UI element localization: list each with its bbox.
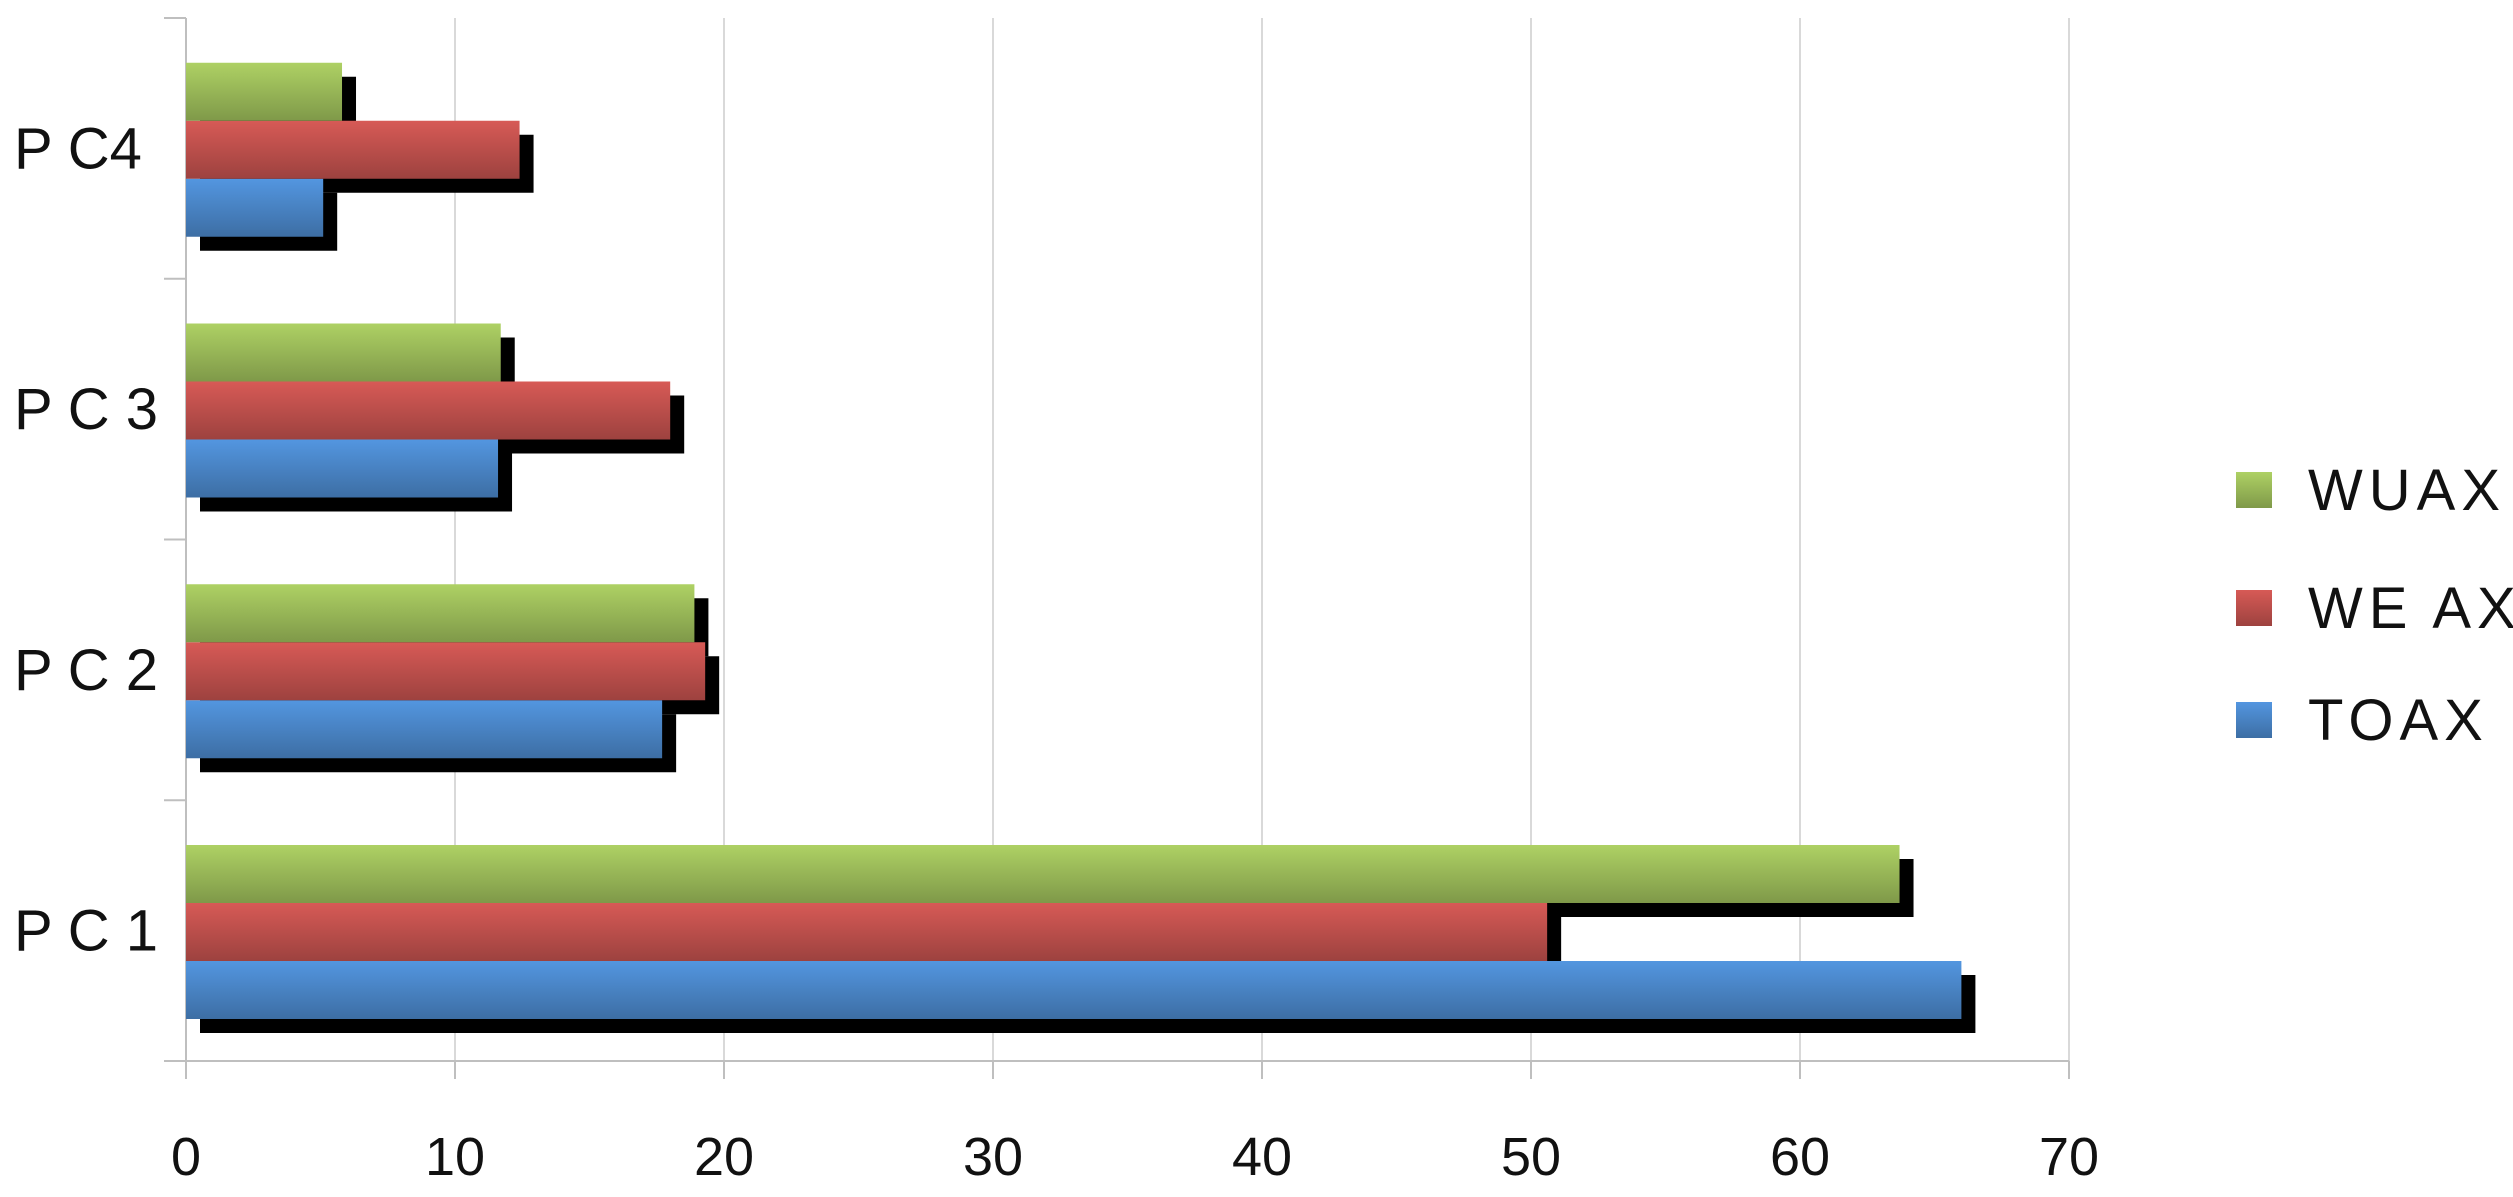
- bar-wuax-3: [186, 62, 343, 121]
- bar-toax-1: [186, 700, 663, 759]
- category-label: P C 1: [14, 899, 158, 964]
- x-tick-label: 10: [425, 1127, 485, 1187]
- legend-swatch: [2236, 702, 2272, 738]
- x-tick-label: 40: [1232, 1127, 1292, 1187]
- x-tick-label: 20: [694, 1127, 754, 1187]
- legend-label: WE AX: [2308, 576, 2513, 641]
- category-label: P C 2: [14, 638, 158, 703]
- x-tick-label: 0: [171, 1127, 201, 1187]
- bar-weax-2: [186, 381, 671, 440]
- category-label: P C 3: [14, 377, 158, 442]
- x-tick-label: 70: [2039, 1127, 2099, 1187]
- x-tick-label: 60: [1770, 1127, 1830, 1187]
- x-tick-label: 50: [1501, 1127, 1561, 1187]
- legend: WUAX WE AX TOAX: [2236, 458, 2513, 753]
- legend-swatch: [2236, 472, 2272, 508]
- bar-wuax-2: [186, 323, 501, 382]
- category-label: P C4: [14, 116, 142, 181]
- gridlines: [454, 18, 2070, 1061]
- bars: [186, 62, 1976, 1033]
- bar-toax-2: [186, 439, 499, 498]
- bar-wuax-0: [186, 845, 1900, 903]
- bar-toax-0: [186, 961, 1962, 1019]
- legend-swatch: [2236, 590, 2272, 626]
- bar-weax-3: [186, 120, 520, 179]
- x-tick-label: 30: [963, 1127, 1023, 1187]
- bar-wuax-1: [186, 584, 695, 643]
- legend-label: TOAX: [2308, 688, 2489, 753]
- legend-label: WUAX: [2308, 458, 2506, 523]
- bar-weax-0: [186, 903, 1548, 961]
- bar-toax-3: [186, 178, 324, 237]
- labels: 0 10 20 30 40 50 60 70 P C 1 P C 2 P C 3 P C4: [14, 116, 2099, 1187]
- bar-weax-1: [186, 642, 706, 701]
